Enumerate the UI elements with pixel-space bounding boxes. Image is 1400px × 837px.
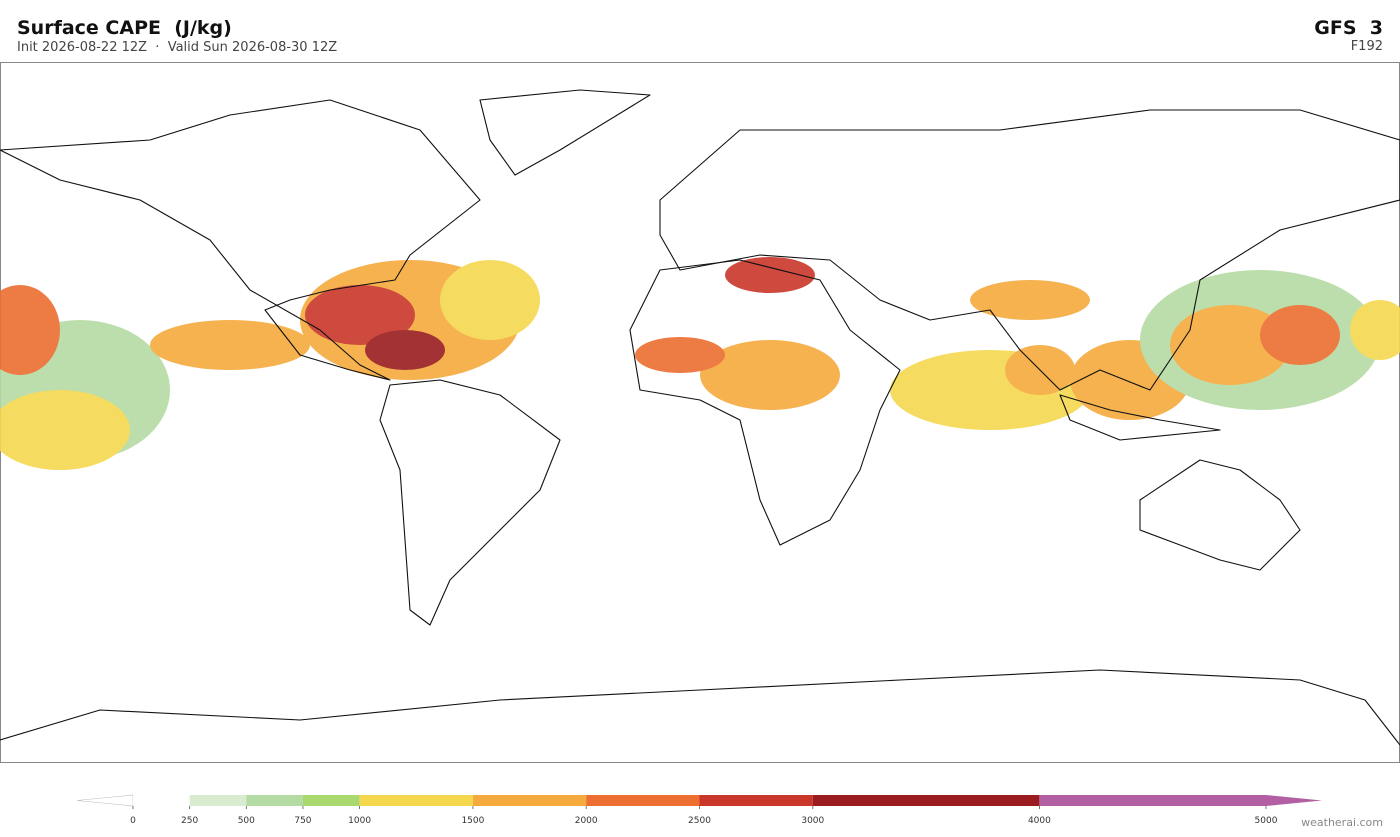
colorbar-segment [133,795,190,806]
colorbar: 0 250 500 750 1000 1500 2000 2500 3000 4000 5000 [76,794,1322,826]
cape-field [0,257,1400,470]
colorbar-segment [1039,795,1266,806]
colorbar-tick-label: 750 [294,816,311,826]
colorbar-segment [189,795,247,806]
title: Surface CAPE (J/kg) [17,17,232,39]
colorbar-tick-label: 2500 [688,816,711,826]
colorbar-segment [472,795,587,806]
colorbar-tick-label: 2000 [575,816,598,826]
credit: weatherai.com [1301,816,1383,829]
colorbar-tick-label: 3000 [801,816,824,826]
subtitle: Init 2026-08-22 12Z · Valid Sun 2026-08-… [17,40,337,55]
forecast-hour: F192 [1351,39,1383,54]
map-frame [0,62,1400,763]
colorbar-tick-label: 250 [181,816,198,826]
colorbar-tick-label: 500 [238,816,255,826]
colorbar-segment [699,795,813,806]
colorbar-tick-label: 4000 [1028,816,1051,826]
colorbar-segment [586,795,700,806]
colorbar-segment [359,795,473,806]
map [0,62,1400,763]
colorbar-under [76,794,134,807]
colorbar-tick-label: 5000 [1255,816,1278,826]
colorbar-segment [246,795,303,806]
colorbar-tick-label: 1000 [348,816,371,826]
colorbar-tick-label: 1500 [461,816,484,826]
colorbar-tick-label: 0 [130,816,136,826]
colorbar-over [1266,795,1322,806]
coastlines [0,89,1400,746]
colorbar-segment [302,795,360,806]
colorbar-segment [812,795,1040,806]
model-label: GFS 3 [1314,17,1383,39]
